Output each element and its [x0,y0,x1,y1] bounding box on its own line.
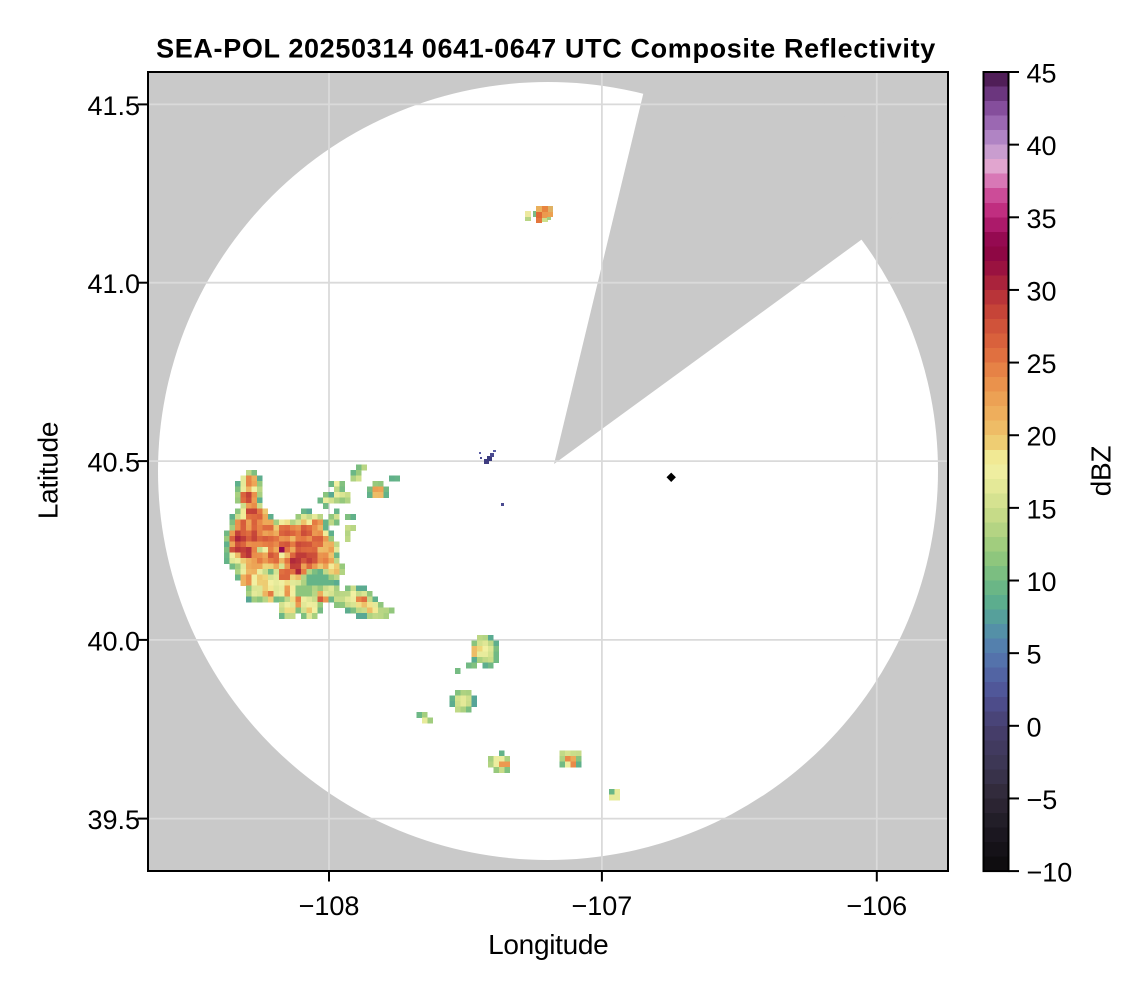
svg-text:0: 0 [1027,712,1042,742]
svg-text:20: 20 [1027,422,1057,452]
svg-text:dBZ: dBZ [1086,446,1117,497]
svg-text:40.0: 40.0 [87,626,140,656]
svg-text:SEA-POL 20250314 0641-0647 UTC: SEA-POL 20250314 0641-0647 UTC Composite… [156,34,936,64]
svg-text:25: 25 [1027,349,1057,379]
svg-text:−107: −107 [571,891,632,921]
svg-text:−106: −106 [846,891,907,921]
svg-text:41.5: 41.5 [87,91,140,121]
svg-text:15: 15 [1027,494,1057,524]
svg-text:40: 40 [1027,131,1057,161]
svg-text:41.0: 41.0 [87,269,140,299]
svg-text:Latitude: Latitude [33,422,64,519]
svg-text:−5: −5 [1027,785,1058,815]
svg-text:−108: −108 [299,891,360,921]
svg-text:5: 5 [1027,640,1042,670]
svg-text:Longitude: Longitude [488,929,608,960]
svg-text:45: 45 [1027,59,1057,89]
svg-text:−10: −10 [1027,858,1073,888]
svg-text:10: 10 [1027,567,1057,597]
svg-text:39.5: 39.5 [87,805,140,835]
svg-text:40.5: 40.5 [87,448,140,478]
svg-text:30: 30 [1027,276,1057,306]
svg-text:35: 35 [1027,204,1057,234]
